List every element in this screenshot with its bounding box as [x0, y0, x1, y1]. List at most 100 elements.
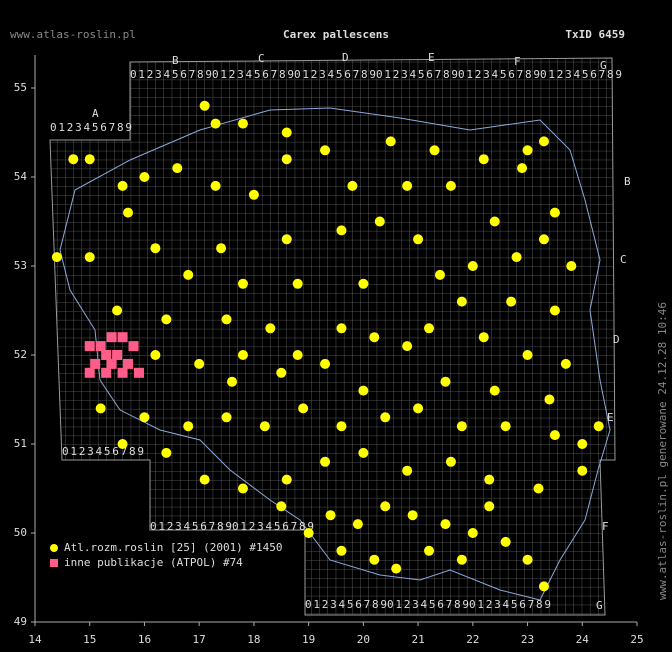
legend-marker [50, 544, 58, 552]
record-dot [139, 412, 150, 423]
y-tick-label: 50 [14, 526, 27, 539]
record-dot [369, 332, 380, 343]
record-dot [161, 447, 172, 458]
record-dot [467, 261, 478, 271]
record-dot [544, 394, 555, 405]
x-tick-label: 20 [357, 633, 370, 646]
record-dot [199, 474, 210, 485]
grid-letter: B [172, 54, 179, 67]
grid-letter: B [624, 175, 631, 188]
record-dot [429, 145, 440, 156]
record-dot [237, 118, 248, 129]
record-dot [347, 180, 358, 191]
x-tick-label: 23 [521, 633, 534, 646]
footer: www.atlas-roslin.pl generowane 24.12.28 … [656, 302, 669, 600]
grid-digits: 0123456789 [376, 68, 458, 81]
grid-digits: 0123456789 [294, 68, 376, 81]
record-dot [549, 305, 560, 316]
y-tick-label: 53 [14, 259, 27, 272]
record-dot [150, 243, 161, 254]
grid-digits: 0123456789 [458, 68, 540, 81]
grid-letter: C [258, 52, 265, 65]
record-dot [560, 358, 571, 369]
grid-digits: 0123456789 [232, 520, 314, 533]
x-tick-label: 24 [576, 633, 590, 646]
x-tick-label: 22 [466, 633, 479, 646]
record-dot [489, 216, 500, 227]
record-dot [380, 501, 391, 512]
record-dot [237, 483, 248, 494]
record-dot [522, 554, 533, 565]
record-dot [538, 581, 549, 592]
record-dot [434, 269, 445, 280]
grid-digits: 0123456789 [305, 598, 387, 611]
record-dot [445, 456, 456, 467]
record-dot [402, 465, 413, 476]
record-dot [276, 367, 287, 378]
legend-label: Atl.rozm.roslin [25] (2001) #1450 [64, 541, 283, 554]
record-dot [500, 421, 511, 432]
record-dot [139, 172, 150, 182]
record-dot [281, 234, 292, 245]
record-dot [336, 225, 347, 236]
y-tick-label: 55 [14, 81, 27, 94]
record-square [112, 350, 123, 360]
record-dot [456, 296, 467, 307]
grid-digits: 0123456789 [130, 68, 212, 81]
x-tick-label: 21 [411, 633, 424, 646]
record-dot [456, 421, 467, 432]
record-dot [292, 350, 303, 360]
record-dot [445, 180, 456, 191]
record-square [133, 367, 144, 378]
grid-letter: A [92, 107, 99, 120]
record-dot [593, 421, 604, 432]
record-dot [276, 501, 287, 512]
record-dot [84, 252, 95, 263]
record-dot [352, 519, 363, 530]
x-tick-label: 17 [193, 633, 206, 646]
grid-letter: D [613, 333, 620, 346]
record-dot [281, 154, 292, 165]
record-dot [517, 163, 528, 174]
record-dot [478, 332, 489, 343]
record-dot [385, 136, 396, 147]
chart-title: Carex pallescens [283, 28, 389, 41]
record-dot [402, 180, 413, 191]
record-dot [577, 439, 588, 449]
record-dot [413, 234, 424, 245]
record-dot [506, 296, 517, 307]
record-dot [237, 278, 248, 289]
record-dot [467, 528, 478, 538]
grid-digits: 0123456789 [469, 598, 551, 611]
record-dot [424, 323, 435, 334]
x-tick-label: 19 [302, 633, 315, 646]
record-dot [566, 261, 577, 271]
grid-digits: 0123456789 [212, 68, 294, 81]
record-dot [172, 163, 183, 174]
record-dot [336, 545, 347, 556]
record-dot [123, 207, 134, 218]
grid-letter: F [514, 55, 521, 68]
record-dot [500, 536, 511, 547]
record-dot [51, 252, 62, 263]
record-square [84, 367, 95, 378]
grid-letter: E [428, 51, 435, 64]
grid-letter: G [596, 599, 603, 612]
grid-digits: 0123456789 [387, 598, 469, 611]
record-dot [522, 350, 533, 360]
record-dot [298, 403, 309, 414]
grid-digits: 0123456789 [540, 68, 622, 81]
record-dot [68, 154, 79, 165]
legend-marker [50, 559, 58, 567]
record-dot [424, 545, 435, 556]
record-dot [440, 519, 451, 530]
record-dot [161, 314, 172, 325]
record-square [84, 341, 95, 352]
grid-letter: D [342, 51, 349, 64]
record-dot [484, 501, 495, 512]
record-dot [265, 323, 276, 334]
record-dot [484, 474, 495, 485]
record-dot [369, 554, 380, 565]
record-square [95, 341, 106, 352]
